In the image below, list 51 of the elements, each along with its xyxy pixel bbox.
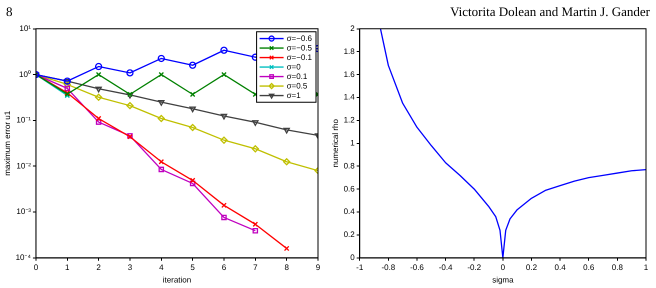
y-tick-label: 2 bbox=[350, 24, 356, 34]
legend-label: σ=0 bbox=[286, 62, 302, 72]
x-axis-title: iteration bbox=[162, 275, 192, 284]
y-tick-label: 1.2 bbox=[344, 116, 356, 125]
x-axis-title: sigma bbox=[492, 275, 514, 284]
x-tick-label: -0.4 bbox=[438, 262, 454, 272]
x-tick-label: 0.4 bbox=[554, 262, 566, 272]
x-tick-label: -0.8 bbox=[381, 262, 396, 272]
y-tick-label: 0 bbox=[350, 253, 356, 262]
text: 8 bbox=[5, 3, 14, 21]
x-tick-label: 0.8 bbox=[612, 262, 624, 272]
y-tick-label: 10⁻² bbox=[16, 161, 32, 170]
legend-label: σ=−0.1 bbox=[286, 52, 313, 62]
x-tick-label: 3 bbox=[128, 262, 133, 272]
x-tick-label: 2 bbox=[96, 262, 102, 272]
y-tick-label: 10⁻¹ bbox=[16, 116, 32, 125]
y-tick-label: 1.6 bbox=[344, 70, 356, 79]
x-tick-label: 1 bbox=[644, 262, 649, 272]
y-tick-label: 1 bbox=[350, 138, 356, 148]
legend-label: σ=1 bbox=[286, 90, 302, 100]
y-tick-label: 0.8 bbox=[344, 161, 356, 170]
y-tick-label: 1.4 bbox=[344, 92, 356, 102]
y-tick-label: 10⁻³ bbox=[16, 207, 32, 216]
x-tick-label: 6 bbox=[222, 262, 227, 272]
legend-label: σ=−0.5 bbox=[286, 43, 313, 52]
x-tick-label: 0 bbox=[500, 262, 506, 272]
y-tick-label: 0.2 bbox=[344, 230, 356, 240]
x-tick-label: 1 bbox=[65, 262, 70, 272]
y-tick-label: 0.6 bbox=[344, 184, 356, 194]
x-tick-label: 5 bbox=[190, 262, 196, 272]
legend-label: σ=0.1 bbox=[286, 72, 308, 81]
legend-label: σ=0.5 bbox=[286, 81, 308, 90]
y-axis-title: numerical rho bbox=[331, 118, 340, 168]
x-tick-label: 0 bbox=[34, 262, 39, 272]
y-tick-label: 10¹ bbox=[19, 24, 32, 34]
y-tick-label: 10⁻⁴ bbox=[16, 253, 32, 262]
x-tick-label: 8 bbox=[284, 262, 290, 272]
x-tick-label: -1 bbox=[356, 262, 364, 272]
y-tick-label: 0.4 bbox=[344, 207, 356, 216]
legend-label: σ=−0.6 bbox=[286, 34, 313, 43]
x-tick-label: 4 bbox=[159, 262, 164, 272]
x-tick-label: 0.2 bbox=[526, 262, 538, 272]
x-tick-label: 7 bbox=[253, 262, 258, 272]
x-tick-label: 9 bbox=[316, 262, 321, 272]
text: Victorita Dolean and Martin J. Gander bbox=[449, 3, 651, 21]
y-tick-label: 10⁰ bbox=[19, 70, 31, 79]
x-tick-label: -0.2 bbox=[467, 262, 482, 272]
y-axis-title: maximum error u1 bbox=[3, 110, 12, 176]
x-tick-label: 0.6 bbox=[583, 262, 595, 272]
x-tick-label: -0.6 bbox=[410, 262, 424, 272]
y-tick-label: 1.8 bbox=[344, 46, 356, 56]
